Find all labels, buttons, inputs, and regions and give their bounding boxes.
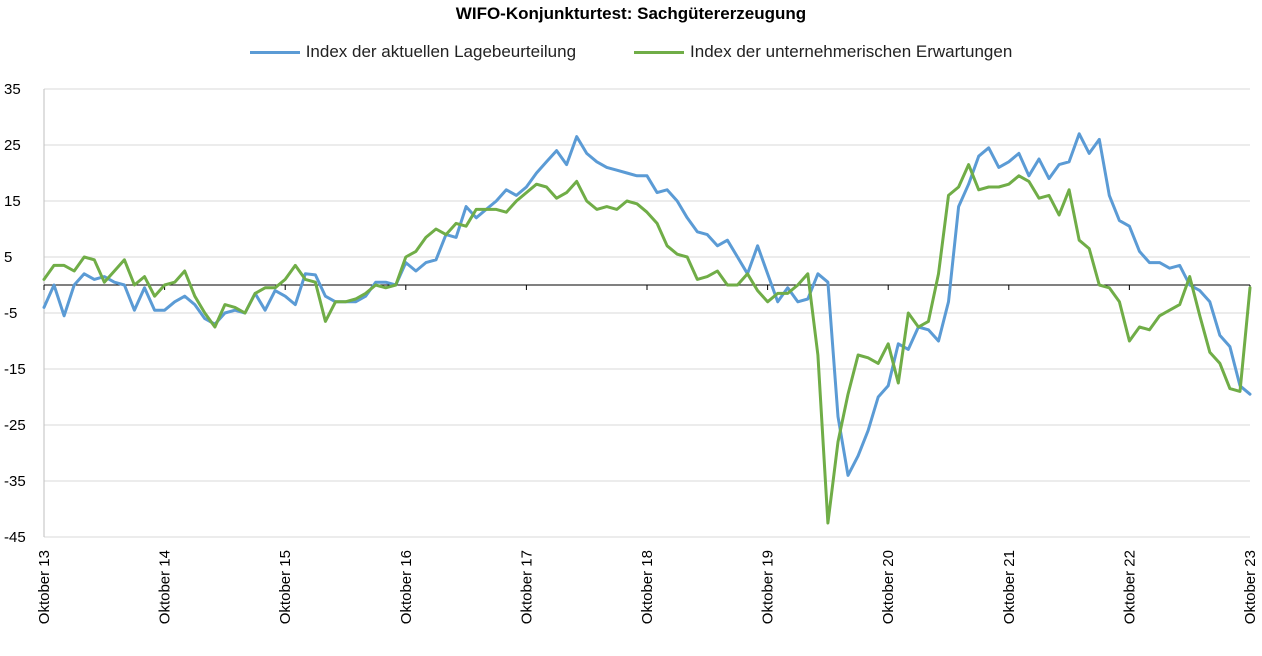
y-tick-label: 15 [4,193,21,210]
x-tick-label: Oktober 16 [398,550,415,624]
legend-label-erwartungen: Index der unternehmerischen Erwartungen [690,42,1013,61]
x-tick-label: Oktober 22 [1121,550,1138,624]
legend-label-lagebeurteilung: Index der aktuellen Lagebeurteilung [305,42,577,61]
legend-swatch-erwartungen [634,50,685,54]
x-tick-label: Oktober 18 [639,550,656,624]
legend: Index der aktuellen Lagebeurteilung Inde… [0,42,1262,62]
legend-item-erwartungen: Index der unternehmerischen Erwartungen [634,42,1012,62]
y-tick-label: -35 [4,473,26,490]
y-tick-label: -45 [4,529,26,546]
y-tick-label: -5 [4,305,17,322]
legend-swatch-lagebeurteilung [249,50,300,54]
series-line-erwartungen [42,163,1252,525]
y-tick-label: 25 [4,137,21,154]
legend-item-lagebeurteilung: Index der aktuellen Lagebeurteilung [249,42,577,62]
x-tick-label: Oktober 13 [36,550,53,624]
x-tick-label: Oktober 19 [760,550,777,624]
y-tick-label: 35 [4,81,21,98]
x-tick-label: Oktober 17 [518,550,535,624]
x-tick-label: Oktober 21 [1001,550,1018,624]
y-tick-label: 5 [4,249,12,266]
x-tick-label: Oktober 23 [1242,550,1259,624]
y-tick-label: -15 [4,361,26,378]
chart-title: WIFO-Konjunkturtest: Sachgütererzeugung [455,4,807,23]
x-tick-label: Oktober 20 [880,550,897,624]
x-tick-label: Oktober 14 [157,550,174,624]
x-tick-label: Oktober 15 [277,550,294,624]
y-tick-label: -25 [4,417,26,434]
